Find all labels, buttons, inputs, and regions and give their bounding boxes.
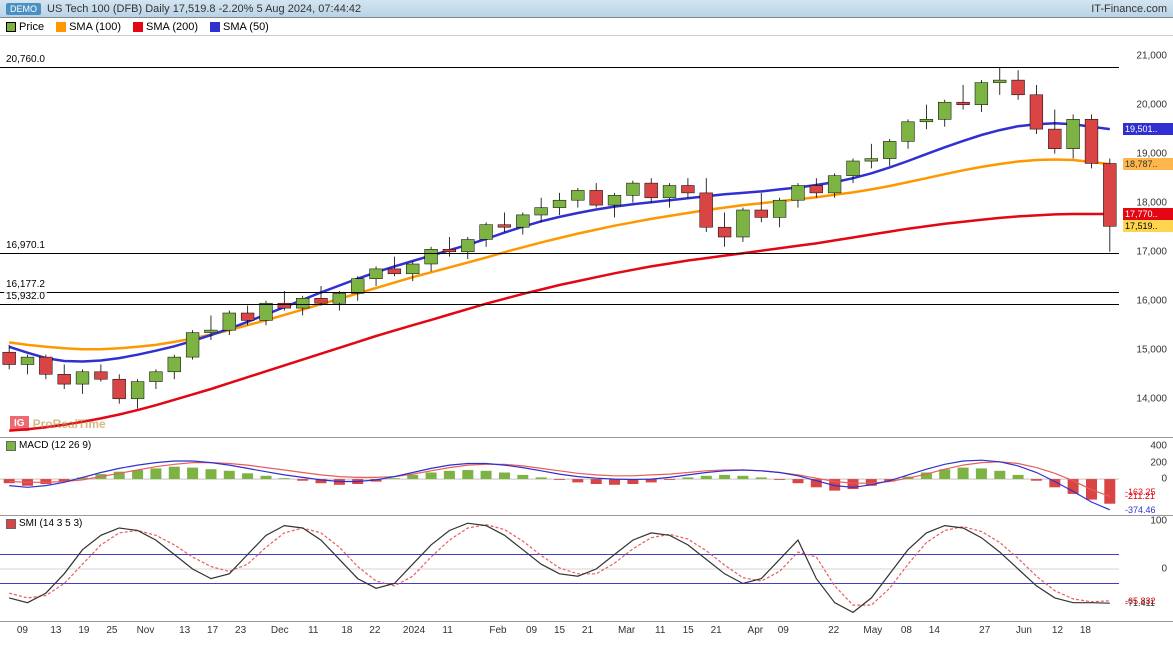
x-tick: 09 bbox=[17, 625, 28, 636]
horizontal-line: 15,932.0 bbox=[0, 304, 1119, 305]
legend-label: SMA (50) bbox=[223, 21, 269, 33]
macd-value: -211.21 bbox=[1123, 491, 1173, 501]
x-tick: May bbox=[863, 625, 882, 636]
x-tick: 15 bbox=[554, 625, 565, 636]
horizontal-line: 20,760.0 bbox=[0, 67, 1119, 68]
price-marker: 17,770.. bbox=[1123, 208, 1173, 220]
x-tick: 15 bbox=[683, 625, 694, 636]
x-tick: 2024 bbox=[403, 625, 425, 636]
price-chart[interactable]: 20,760.016,970.116,177.215,932.0 14,0001… bbox=[0, 36, 1173, 438]
macd-chart[interactable]: MACD (12 26 9) 0200400-163.25-211.21-374… bbox=[0, 438, 1173, 516]
x-tick: 11 bbox=[308, 625, 318, 636]
y-tick: 17,000 bbox=[1136, 246, 1167, 257]
smi-ytick: 100 bbox=[1150, 515, 1167, 526]
legend-item[interactable]: Price bbox=[6, 21, 44, 33]
chart-title: US Tech 100 (DFB) Daily 17,519.8 -2.20% … bbox=[47, 3, 361, 15]
x-tick: Dec bbox=[271, 625, 289, 636]
legend-swatch-icon bbox=[133, 22, 143, 32]
price-svg bbox=[0, 36, 1173, 438]
smi-ytick: 0 bbox=[1161, 564, 1167, 575]
x-tick: 13 bbox=[50, 625, 61, 636]
macd-ytick: 0 bbox=[1161, 474, 1167, 485]
y-tick: 14,000 bbox=[1136, 393, 1167, 404]
x-tick: Jun bbox=[1016, 625, 1032, 636]
hline-label: 16,177.2 bbox=[4, 279, 47, 290]
y-tick: 16,000 bbox=[1136, 295, 1167, 306]
y-tick: 18,000 bbox=[1136, 197, 1167, 208]
x-tick: 09 bbox=[526, 625, 537, 636]
macd-ytick: 200 bbox=[1150, 457, 1167, 468]
legend-swatch-icon bbox=[210, 22, 220, 32]
x-tick: 13 bbox=[179, 625, 190, 636]
x-tick: 18 bbox=[1080, 625, 1091, 636]
x-tick: 11 bbox=[442, 625, 452, 636]
x-tick: 22 bbox=[828, 625, 839, 636]
price-marker: 18,787.. bbox=[1123, 158, 1173, 170]
price-marker: 19,501.. bbox=[1123, 123, 1173, 135]
y-tick: 20,000 bbox=[1136, 99, 1167, 110]
x-tick: 17 bbox=[207, 625, 218, 636]
legend-swatch-icon bbox=[6, 22, 16, 32]
x-tick: 21 bbox=[582, 625, 593, 636]
hline-label: 15,932.0 bbox=[4, 291, 47, 302]
x-tick: 18 bbox=[341, 625, 352, 636]
x-tick: 08 bbox=[901, 625, 912, 636]
y-tick: 15,000 bbox=[1136, 344, 1167, 355]
x-tick: Mar bbox=[618, 625, 635, 636]
ig-logo-icon: IG bbox=[10, 416, 29, 431]
horizontal-line: 16,177.2 bbox=[0, 292, 1119, 293]
x-tick: 21 bbox=[711, 625, 722, 636]
x-tick: Nov bbox=[137, 625, 155, 636]
x-tick: Apr bbox=[748, 625, 764, 636]
hline-label: 20,760.0 bbox=[4, 54, 47, 65]
prorealtime-label: ProRealTime bbox=[33, 417, 106, 431]
x-tick: 11 bbox=[655, 625, 665, 636]
macd-ytick: 400 bbox=[1150, 441, 1167, 452]
macd-legend: MACD (12 26 9) bbox=[6, 440, 91, 451]
smi-legend: SMI (14 3 5 3) bbox=[6, 518, 82, 529]
watermark: IG ProRealTime bbox=[10, 416, 106, 431]
smi-svg bbox=[0, 516, 1173, 622]
x-tick: 22 bbox=[369, 625, 380, 636]
x-tick: 25 bbox=[106, 625, 117, 636]
legend-bar: Price SMA (100) SMA (200) SMA (50) bbox=[0, 18, 1173, 36]
legend-item[interactable]: SMA (100) bbox=[56, 21, 121, 33]
x-tick: 19 bbox=[78, 625, 89, 636]
price-marker: 17,519.. bbox=[1123, 220, 1173, 232]
x-tick: 14 bbox=[929, 625, 940, 636]
legend-item[interactable]: SMA (50) bbox=[210, 21, 269, 33]
legend-label: SMA (200) bbox=[146, 21, 198, 33]
chart-header: DEMO US Tech 100 (DFB) Daily 17,519.8 -2… bbox=[0, 0, 1173, 18]
legend-label: SMA (100) bbox=[69, 21, 121, 33]
demo-badge: DEMO bbox=[6, 3, 41, 15]
smi-value: -71.411 bbox=[1123, 598, 1173, 608]
y-tick: 21,000 bbox=[1136, 50, 1167, 61]
legend-swatch-icon bbox=[56, 22, 66, 32]
smi-chart[interactable]: SMI (14 3 5 3) 0100-65.832-71.411 bbox=[0, 516, 1173, 622]
hline-label: 16,970.1 bbox=[4, 240, 47, 251]
macd-svg bbox=[0, 438, 1173, 516]
legend-label: Price bbox=[19, 21, 44, 33]
x-tick: 09 bbox=[778, 625, 789, 636]
x-tick: Feb bbox=[489, 625, 506, 636]
x-tick: 12 bbox=[1052, 625, 1063, 636]
horizontal-line: 16,970.1 bbox=[0, 253, 1119, 254]
source-label: IT-Finance.com bbox=[1091, 3, 1167, 15]
x-tick: 23 bbox=[235, 625, 246, 636]
price-y-axis: 14,00015,00016,00017,00018,00019,00020,0… bbox=[1119, 36, 1173, 437]
macd-value: -374.46 bbox=[1123, 505, 1173, 515]
legend-item[interactable]: SMA (200) bbox=[133, 21, 198, 33]
x-axis: 09 13 19 25 Nov 13 17 23 Dec 11 18 22 2024 11 Feb 09 15 2… bbox=[0, 622, 1173, 642]
x-tick: 27 bbox=[979, 625, 990, 636]
